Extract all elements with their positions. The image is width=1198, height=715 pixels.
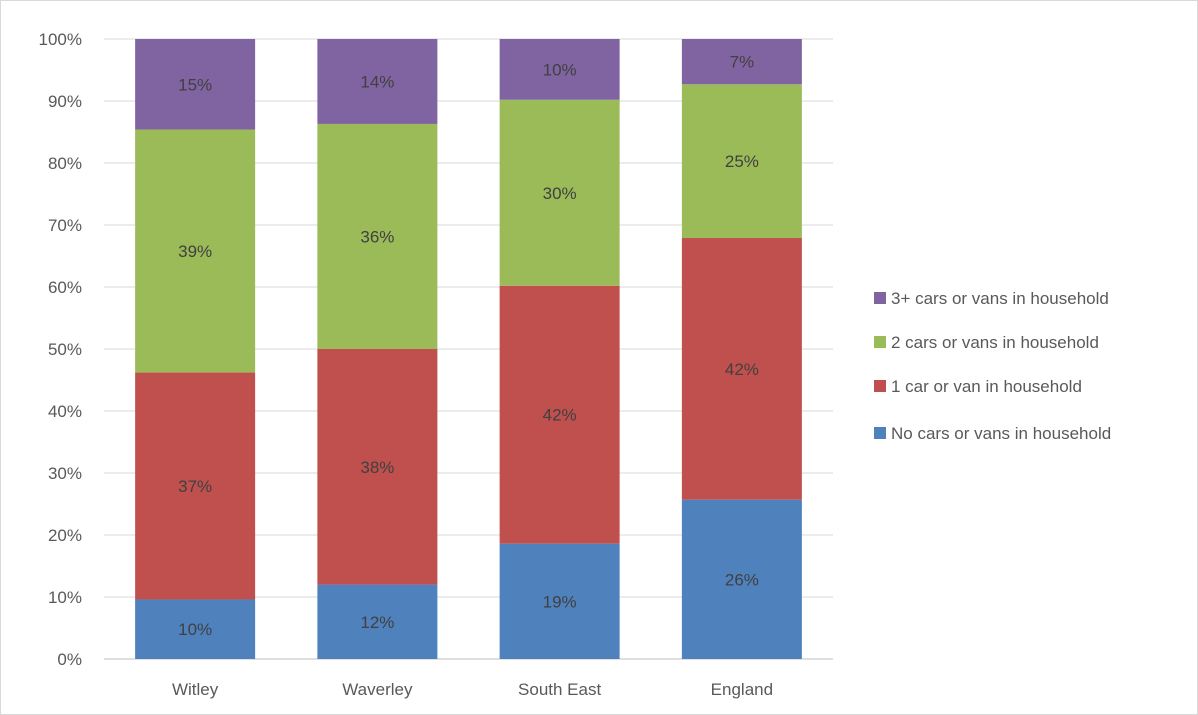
x-axis: Witley Waverley South East England [172,680,773,699]
data-label: 25% [725,152,759,171]
data-label: 37% [178,477,212,496]
x-tick-label: Waverley [342,680,413,699]
y-tick-label: 10% [48,588,82,607]
bar-segment [317,39,438,124]
bar-segment [499,99,620,286]
bar-segment [317,123,438,349]
data-label: 7% [730,53,755,72]
data-label: 26% [725,570,759,589]
legend-label: 2 cars or vans in household [891,333,1099,352]
y-tick-label: 50% [48,340,82,359]
bar-segment [681,39,802,85]
data-label: 10% [178,620,212,639]
bar-segment [681,84,802,239]
data-label: 19% [543,592,577,611]
y-tick-label: 100% [39,30,82,49]
y-tick-label: 40% [48,402,82,421]
x-tick-label: England [711,680,773,699]
legend-swatch [874,336,886,348]
bar-segment [499,543,620,659]
legend: 3+ cars or vans in household 2 cars or va… [874,289,1111,443]
data-label: 38% [360,458,394,477]
legend-swatch [874,427,886,439]
y-tick-label: 0% [57,650,82,669]
data-label: 12% [360,613,394,632]
data-label: 42% [725,360,759,379]
y-axis: 0% 10% 20% 30% 40% 50% 60% 70% 80% 90% 100% [39,30,82,669]
bar-segment [135,372,256,600]
bar-segment [135,129,256,373]
data-label: 14% [360,72,394,91]
y-tick-label: 80% [48,154,82,173]
bar-segment [135,599,256,659]
bar-segment [317,584,438,659]
legend-label: 1 car or van in household [891,377,1082,396]
bar-segment [499,285,620,544]
data-labels: 10% 37% 39% 15% 12% 38% 36% 14% 19% 42% 30% 10% 26% 4… [178,53,759,640]
data-label: 15% [178,75,212,94]
bar-segment [317,349,438,585]
data-label: 42% [543,406,577,425]
y-tick-label: 20% [48,526,82,545]
data-label: 30% [543,184,577,203]
legend-swatch [874,292,886,304]
bar-segment [681,499,802,659]
data-label: 36% [360,227,394,246]
data-label: 39% [178,242,212,261]
y-tick-label: 30% [48,464,82,483]
legend-label: No cars or vans in household [891,424,1111,443]
bar-segment [499,39,620,100]
data-label: 10% [543,60,577,79]
bar-segment [135,39,256,130]
bars [135,39,802,659]
legend-label: 3+ cars or vans in household [891,289,1109,308]
y-tick-label: 90% [48,92,82,111]
x-tick-label: Witley [172,680,219,699]
bar-segment [681,238,802,500]
legend-swatch [874,380,886,392]
x-tick-label: South East [518,680,601,699]
y-tick-label: 70% [48,216,82,235]
y-tick-label: 60% [48,278,82,297]
